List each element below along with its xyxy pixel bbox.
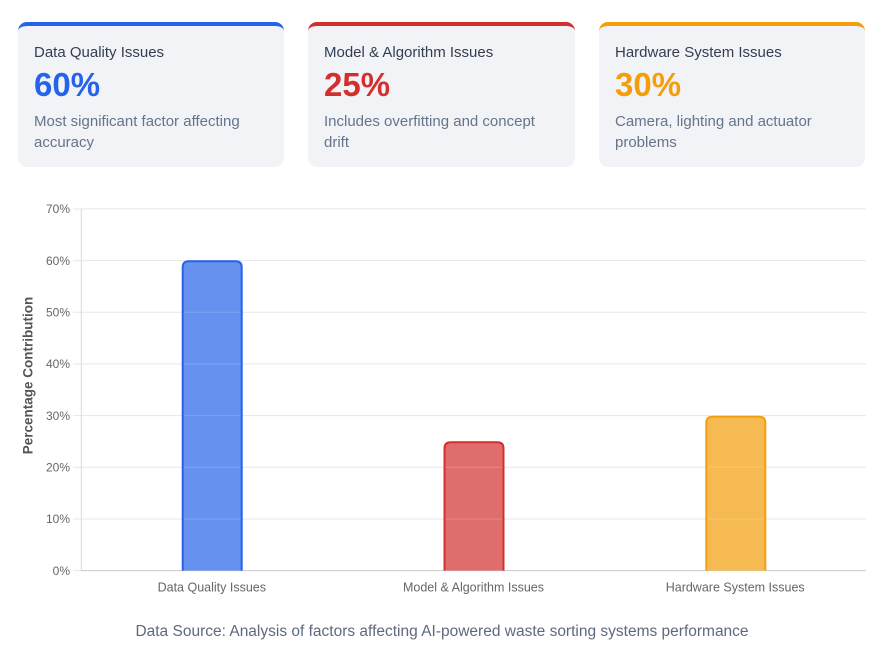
svg-text:60%: 60% — [46, 254, 70, 268]
svg-text:20%: 20% — [46, 461, 70, 475]
svg-text:Data Quality Issues: Data Quality Issues — [158, 581, 266, 595]
svg-text:70%: 70% — [46, 202, 70, 216]
svg-text:Hardware System Issues: Hardware System Issues — [666, 581, 805, 595]
svg-text:10%: 10% — [46, 512, 70, 526]
svg-text:Model & Algorithm Issues: Model & Algorithm Issues — [403, 581, 544, 595]
svg-text:40%: 40% — [46, 357, 70, 371]
svg-text:50%: 50% — [46, 306, 70, 320]
svg-text:Percentage Contribution: Percentage Contribution — [21, 297, 36, 455]
svg-text:0%: 0% — [53, 564, 71, 578]
svg-text:30%: 30% — [46, 409, 70, 423]
